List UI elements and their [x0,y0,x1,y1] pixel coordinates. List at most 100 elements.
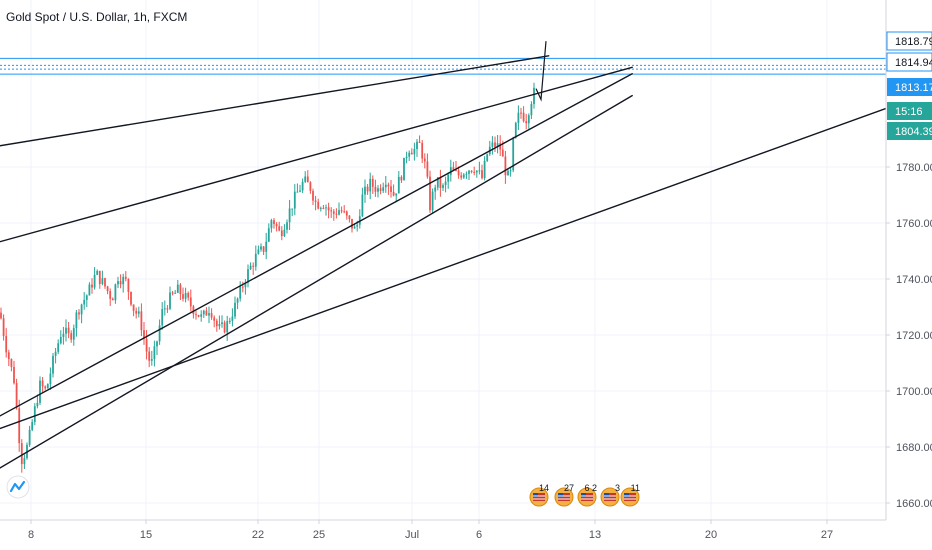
event-marker[interactable]: 11 [620,483,640,507]
trendlines[interactable] [0,41,917,470]
event-marker[interactable]: 6 2 [577,483,597,507]
candle-body [72,328,75,340]
candle-body [0,312,2,319]
candle-body [267,228,270,242]
candle-body [192,306,195,315]
tradingview-logo-icon[interactable] [6,475,30,499]
candle-body [96,270,99,275]
candle-body [70,333,73,340]
candle-body [527,115,530,124]
candle-body [455,169,457,171]
candle-body [340,210,343,212]
candle-body [210,313,213,318]
trendline[interactable] [0,55,550,152]
candle-body [291,208,294,210]
x-tick-label: 15 [140,529,152,541]
candle-body [278,226,281,231]
trendline[interactable] [0,73,633,435]
event-marker[interactable]: 14 [529,483,549,507]
candle-body [122,276,125,285]
flag-canton [624,493,629,497]
price-axis-ticks: 1660.00 1680.00 1700.00 1720.00 1740.00 1760.… [886,162,932,510]
candle-body [416,141,418,150]
event-marker[interactable]: 27 [554,483,574,507]
candle-body [283,229,286,237]
candle-body [78,312,80,315]
event-count: 3 [615,483,620,493]
x-tick-label: 25 [313,529,325,541]
flag-canton [604,493,609,497]
x-tick-label: 6 [476,529,482,541]
trendline[interactable] [0,96,917,442]
candle-body [101,278,104,284]
candle-body [366,186,369,192]
candle-body [273,220,275,225]
candle-body [327,207,330,211]
trendline[interactable] [0,94,633,470]
candle-body [18,408,21,444]
candle-body [161,309,164,326]
candle-body [254,253,257,267]
x-tick-label: 8 [28,529,34,541]
candle-body [158,325,161,342]
price-tag [887,122,932,140]
candle-body [348,215,351,219]
candle-body [117,281,119,285]
candle-body [371,178,374,187]
candle-body [345,211,348,216]
candle-body [171,292,174,294]
candle-body [413,149,416,155]
candle-body [127,278,130,292]
candle-body [423,158,426,162]
candle-body [470,170,473,172]
candle-body [312,190,314,201]
y-tick-label: 1740.00 [896,274,932,286]
candle-body [377,188,379,192]
candle-body [228,320,231,322]
candle-body [36,402,39,407]
y-tick-label: 1780.00 [896,162,932,174]
candle-body [249,265,252,270]
event-marker[interactable]: 3 [600,483,620,507]
chart-title: Gold Spot / U.S. Dollar, 1h, FXCM [6,10,187,24]
candle-body [213,317,216,321]
candle-body [512,137,515,171]
candle-body [483,160,486,179]
candle-body [197,315,200,317]
candle-body [153,346,156,360]
candle-body [374,186,377,192]
candle-body [465,173,468,175]
candle-body [98,270,101,284]
flag-stripes [581,493,593,501]
projection-path[interactable] [535,41,547,102]
time-axis[interactable] [0,520,932,550]
candle-body [135,310,138,314]
time-axis-ticks: 8 15 22 25 Jul 6 13 20 27 [28,520,833,541]
candle-body [507,170,509,176]
candle-body [114,284,117,301]
candle-body [221,322,223,325]
candle-body [31,422,34,430]
flag-canton [558,493,563,497]
candle-body [54,351,57,356]
candle-body [166,308,169,310]
candle-body [247,269,249,283]
candle-body [143,330,145,339]
y-tick-label: 1680.00 [896,442,932,454]
price-tag-label: 1814.94 [895,57,932,69]
candle-body [148,351,151,361]
economic-events[interactable]: 14 27 6 2 3 11 [529,483,640,507]
candle-body [301,181,304,191]
candle-body [239,286,242,299]
candles [0,82,535,473]
horizontal-levels [0,57,886,75]
candle-body [387,184,390,187]
candle-body [457,170,460,176]
candle-body [124,276,127,279]
flag-stripes [624,493,636,501]
candle-body [20,443,23,465]
candle-body [442,185,444,188]
trendline[interactable] [0,66,633,251]
